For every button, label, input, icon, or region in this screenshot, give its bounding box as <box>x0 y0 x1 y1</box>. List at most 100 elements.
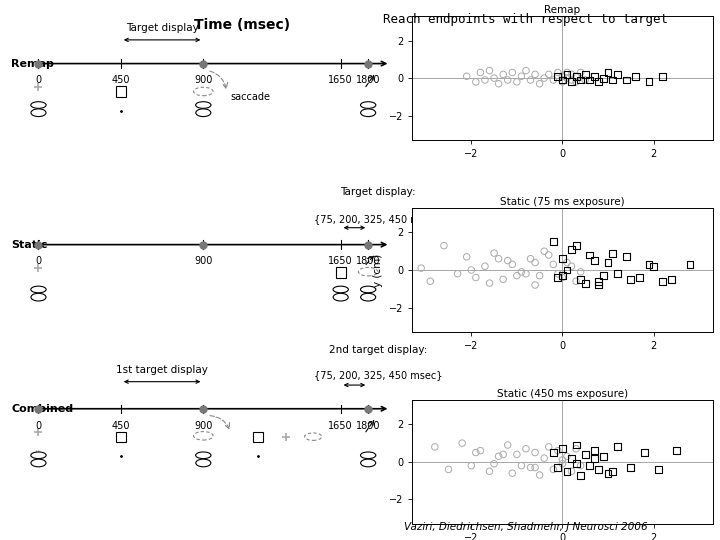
Point <box>611 443 623 451</box>
Point <box>488 249 500 258</box>
Point <box>529 448 541 457</box>
Point <box>534 471 545 480</box>
Point <box>588 256 600 265</box>
Point <box>575 471 586 480</box>
Ellipse shape <box>361 293 376 301</box>
Point <box>570 441 582 449</box>
Point <box>566 70 577 79</box>
Point <box>584 251 595 259</box>
Point <box>575 76 586 84</box>
Text: ||: || <box>35 449 42 460</box>
Text: 0: 0 <box>35 421 42 430</box>
Point <box>507 260 518 269</box>
Point <box>666 275 678 284</box>
Point <box>461 72 472 80</box>
Point <box>593 277 605 286</box>
Circle shape <box>333 286 348 293</box>
Point <box>456 439 468 448</box>
Point <box>547 238 559 246</box>
Point <box>516 461 527 470</box>
Text: 1650: 1650 <box>328 76 353 85</box>
Point <box>470 78 482 86</box>
Point <box>657 277 668 286</box>
Point <box>598 271 609 280</box>
Point <box>529 463 541 472</box>
Point <box>511 450 523 458</box>
Point <box>570 72 582 80</box>
Text: 0: 0 <box>35 76 42 85</box>
Text: 900: 900 <box>194 256 212 266</box>
Point <box>529 281 541 289</box>
Point <box>539 454 550 462</box>
Title: Static (450 ms exposure): Static (450 ms exposure) <box>497 389 628 399</box>
Point <box>557 460 568 468</box>
Text: 1st target display: 1st target display <box>116 365 208 375</box>
Point <box>557 78 568 86</box>
Point <box>466 266 477 274</box>
Point <box>520 444 531 453</box>
Point <box>580 450 591 458</box>
Point <box>443 465 454 474</box>
Point <box>598 452 609 461</box>
Point <box>566 467 577 476</box>
Point <box>611 70 623 79</box>
Point <box>470 273 482 282</box>
Point <box>561 467 572 476</box>
Point <box>557 254 568 263</box>
Point <box>498 275 509 284</box>
Point <box>493 254 505 263</box>
Point <box>557 444 568 453</box>
Point <box>552 273 564 282</box>
Ellipse shape <box>196 459 211 467</box>
Point <box>625 275 636 284</box>
Ellipse shape <box>333 293 348 301</box>
Point <box>588 447 600 455</box>
Point <box>498 450 509 458</box>
Title: Remap: Remap <box>544 5 580 16</box>
Point <box>566 262 577 271</box>
Point <box>480 76 491 84</box>
Point <box>593 281 605 289</box>
Point <box>566 76 577 84</box>
Point <box>552 72 564 80</box>
Point <box>520 269 531 278</box>
Point <box>547 465 559 474</box>
Point <box>502 256 513 265</box>
Point <box>484 279 495 287</box>
Text: Target display:: Target display: <box>340 187 415 197</box>
Ellipse shape <box>196 109 211 117</box>
Point <box>607 76 618 84</box>
Point <box>580 279 591 287</box>
Circle shape <box>361 102 376 109</box>
Point <box>516 72 527 80</box>
Point <box>557 76 568 84</box>
Point <box>566 454 577 462</box>
Ellipse shape <box>361 459 376 467</box>
Point <box>534 271 545 280</box>
Point <box>575 267 586 276</box>
Point <box>607 467 618 476</box>
Point <box>575 461 586 470</box>
Ellipse shape <box>31 293 46 301</box>
Text: saccade: saccade <box>230 92 271 103</box>
Point <box>498 70 509 79</box>
Text: Static: Static <box>11 240 48 249</box>
Point <box>570 444 582 453</box>
Text: 900: 900 <box>194 76 212 85</box>
FancyBboxPatch shape <box>116 431 126 442</box>
Point <box>580 76 591 84</box>
Circle shape <box>31 102 46 109</box>
Y-axis label: y (cm): y (cm) <box>373 253 383 287</box>
Point <box>488 460 500 468</box>
Circle shape <box>196 102 211 109</box>
Text: ||: || <box>35 285 42 296</box>
Point <box>529 70 541 79</box>
Circle shape <box>194 431 213 440</box>
Point <box>639 448 650 457</box>
Point <box>561 68 572 77</box>
Point <box>493 452 505 461</box>
Circle shape <box>359 267 378 276</box>
Point <box>643 78 654 86</box>
Point <box>629 72 641 80</box>
Point <box>543 251 554 259</box>
